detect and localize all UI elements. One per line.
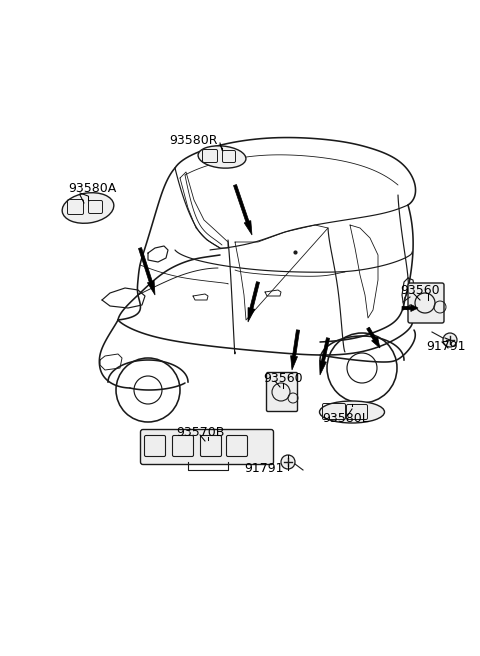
Polygon shape: [290, 330, 300, 370]
Text: 93580R: 93580R: [170, 134, 218, 146]
Text: 93570B: 93570B: [176, 426, 224, 438]
Text: 93560: 93560: [400, 283, 440, 297]
Circle shape: [281, 455, 295, 469]
Polygon shape: [320, 338, 330, 375]
Text: 91791: 91791: [244, 462, 284, 474]
Circle shape: [443, 333, 457, 347]
Ellipse shape: [62, 193, 114, 223]
FancyBboxPatch shape: [408, 283, 444, 323]
FancyBboxPatch shape: [141, 430, 274, 464]
Polygon shape: [248, 281, 260, 322]
Text: 93560: 93560: [263, 371, 302, 384]
Ellipse shape: [198, 146, 246, 168]
Polygon shape: [233, 184, 252, 235]
FancyBboxPatch shape: [266, 373, 298, 411]
Text: 93580L: 93580L: [322, 411, 369, 424]
Ellipse shape: [320, 401, 384, 423]
Polygon shape: [139, 247, 155, 295]
Polygon shape: [402, 304, 418, 312]
Text: 93580A: 93580A: [68, 182, 116, 194]
Polygon shape: [367, 327, 380, 348]
Text: 91791: 91791: [426, 340, 466, 352]
